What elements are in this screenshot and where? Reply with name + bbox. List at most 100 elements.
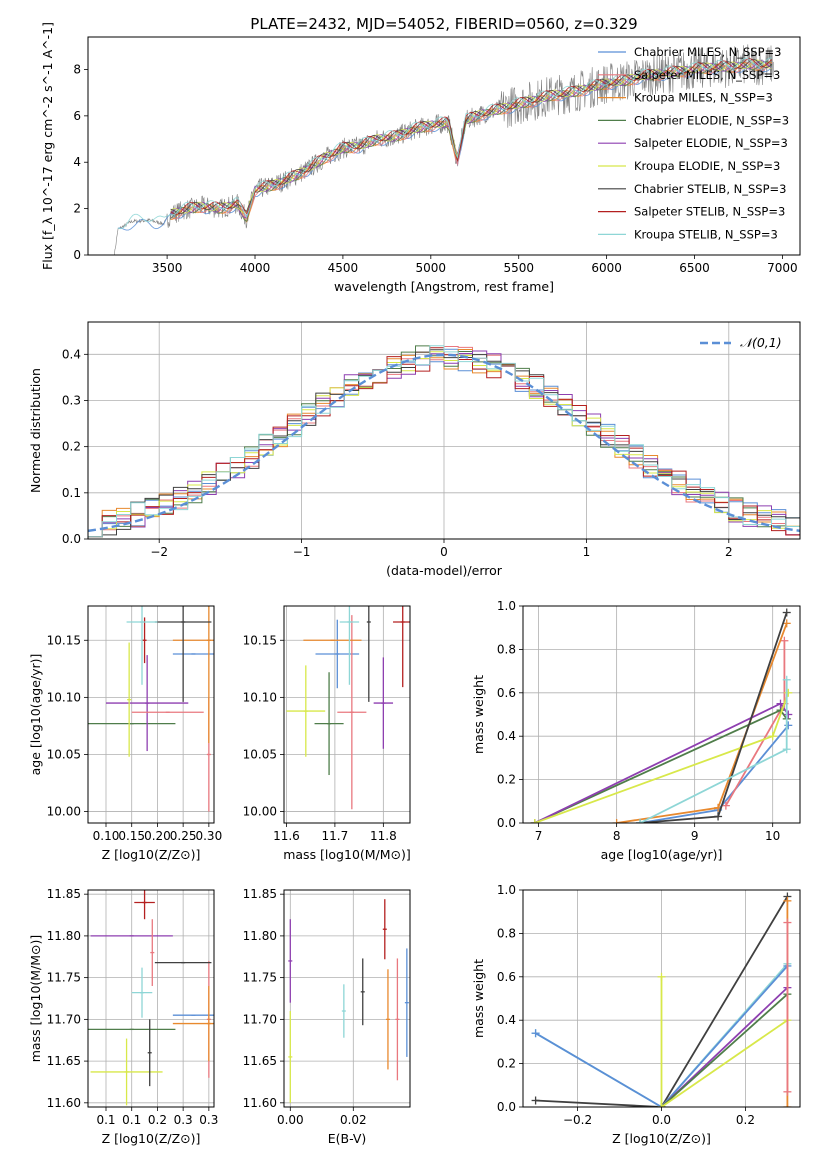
y-tick-label: 11.65 xyxy=(243,1054,277,1068)
model-spectrum xyxy=(170,59,772,214)
axes-frame xyxy=(283,605,411,824)
errorbar-point xyxy=(395,958,400,1081)
x-axis-label: wavelength [Angstrom, rest frame] xyxy=(334,279,554,294)
panel-age-vs-Z: 0.100.150.200.250.30 10.00 10.05 10.10 10.15… xyxy=(28,605,222,862)
x-tick-label: 0.3 xyxy=(199,1113,218,1127)
weight-line xyxy=(639,679,788,823)
plus-marker xyxy=(782,608,791,617)
y-tick-label: 0.6 xyxy=(497,970,516,984)
errorbar-point xyxy=(341,984,346,1038)
errorbar-point xyxy=(385,969,390,1070)
plot-area xyxy=(530,608,793,823)
panel-age-vs-mass: 11.6 11.7 11.8 10.00 10.05 10.10 10.15 mass [lo… xyxy=(243,605,411,862)
legend: Chabrier MILES, N_SSP=3 Salpeter MILES, N… xyxy=(598,45,789,241)
x-tick-label: −2 xyxy=(150,545,168,559)
plus-marker xyxy=(782,619,791,628)
weight-line xyxy=(660,993,789,1107)
y-tick-label: 10.00 xyxy=(243,805,277,819)
y-tick-label: 0.8 xyxy=(497,642,516,656)
errorbar-point xyxy=(337,615,367,810)
y-tick-label: 10.10 xyxy=(243,690,277,704)
plus-marker xyxy=(784,688,793,697)
model-spectrum xyxy=(170,60,773,219)
y-tick-label: 0.4 xyxy=(497,1013,516,1027)
plot-area xyxy=(286,606,410,810)
x-tick-label: 3500 xyxy=(152,261,183,275)
errorbar-point xyxy=(366,606,371,702)
weight-line xyxy=(616,623,788,823)
x-tick-label: 0.0 xyxy=(652,1113,671,1127)
y-tick-label: 0.3 xyxy=(62,393,81,407)
plus-marker xyxy=(784,710,793,719)
errorbar-point xyxy=(393,606,410,688)
plot-area xyxy=(88,606,214,812)
legend-label: Salpeter ELODIE, N_SSP=3 xyxy=(634,136,788,150)
x-tick-label: −1 xyxy=(293,545,311,559)
errorbar-point xyxy=(360,958,365,1026)
y-tick-label: 11.60 xyxy=(243,1096,277,1110)
y-tick-label: 11.70 xyxy=(243,1012,277,1026)
y-tick-label: 0.4 xyxy=(497,729,516,743)
x-tick-label: 11.8 xyxy=(370,829,397,843)
y-tick-label: 11.65 xyxy=(47,1054,81,1068)
x-tick-label: 0.30 xyxy=(195,829,222,843)
x-axis-label: E(B-V) xyxy=(328,1131,367,1146)
y-tick-label: 2 xyxy=(73,202,81,216)
y-tick-label: 4 xyxy=(73,155,81,169)
plus-marker xyxy=(782,745,791,754)
panel-mass-vs-Z: 0.1 0.1 0.2 0.3 0.3 11.60 11.65 11.70 11.75 11.80… xyxy=(28,887,218,1146)
x-tick-label: 4500 xyxy=(328,261,359,275)
x-tick-label: −0.2 xyxy=(563,1113,592,1127)
plot-area xyxy=(88,890,214,1106)
errorbar-point xyxy=(90,1038,163,1106)
x-axis-label: mass [log10(M/M⊙)] xyxy=(283,847,411,862)
plus-marker xyxy=(784,721,793,730)
errorbar-point xyxy=(288,1011,293,1103)
y-tick-label: 10.10 xyxy=(47,690,81,704)
plot-area xyxy=(88,345,800,538)
panel-mass-vs-EBV: 0.00 0.02 11.60 11.65 11.70 11.75 11.80 11.85 E(… xyxy=(243,887,411,1146)
y-axis-label: age [log10(age/yr)] xyxy=(28,654,43,776)
errorbar-point xyxy=(288,919,293,1003)
x-axis-label: (data-model)/error xyxy=(386,563,503,578)
x-tick-label: 6500 xyxy=(679,261,710,275)
x-tick-label: 1 xyxy=(583,545,591,559)
y-tick-label: 0.2 xyxy=(62,440,81,454)
y-tick-label: 0.0 xyxy=(62,532,81,546)
x-tick-label: 7 xyxy=(535,829,543,843)
plus-marker xyxy=(783,1087,792,1096)
errorbar-point xyxy=(373,657,394,749)
axes-frame xyxy=(87,889,215,1108)
plus-marker xyxy=(768,732,777,741)
x-tick-label: 0.25 xyxy=(170,829,197,843)
y-tick-label: 10.15 xyxy=(47,633,81,647)
x-axis-label: Z [log10(Z/Z⊙)] xyxy=(612,1131,711,1146)
x-axis-label: Z [log10(Z/Z⊙)] xyxy=(102,1131,201,1146)
x-tick-label: 0.02 xyxy=(340,1113,367,1127)
y-tick-label: 11.80 xyxy=(47,929,81,943)
x-axis-label: Z [log10(Z/Z⊙)] xyxy=(102,847,201,862)
errorbar-point xyxy=(134,890,155,920)
y-tick-label: 0.8 xyxy=(497,926,516,940)
errorbar-point xyxy=(172,985,214,1062)
plus-marker xyxy=(782,675,791,684)
plus-marker xyxy=(783,1103,792,1107)
legend: 𝒩(0,1) xyxy=(700,335,782,350)
y-axis-label: mass [log10(M/M⊙)] xyxy=(28,935,43,1063)
plus-marker xyxy=(721,801,730,810)
weight-line xyxy=(725,640,786,807)
x-tick-label: 0.10 xyxy=(93,829,120,843)
y-tick-label: 1.0 xyxy=(497,599,516,613)
figure-title: PLATE=2432, MJD=54052, FIBERID=0560, z=0… xyxy=(250,15,637,33)
y-axis-label: Flux [f_λ 10^-17 erg cm^-2 s^-1 A^-1] xyxy=(40,22,55,270)
legend-label: Chabrier STELIB, N_SSP=3 xyxy=(634,182,786,196)
y-tick-label: 0.0 xyxy=(497,816,516,830)
errorbar-point xyxy=(404,948,409,1057)
x-tick-label: 4000 xyxy=(240,261,271,275)
plot-area xyxy=(114,44,774,255)
x-tick-label: 0.2 xyxy=(736,1113,755,1127)
plus-marker xyxy=(780,636,789,645)
plus-marker xyxy=(612,819,621,823)
gaussian-curve xyxy=(88,353,800,533)
